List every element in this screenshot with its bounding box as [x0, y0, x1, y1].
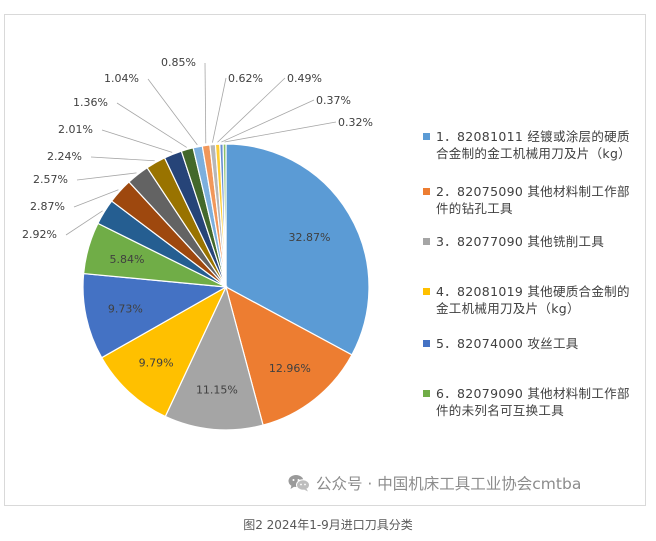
leader-line-8	[73, 189, 119, 208]
pie-slice-2	[225, 285, 353, 426]
leader-line-11	[101, 129, 173, 153]
data-label-12: 1.36%	[73, 96, 108, 109]
data-label-16: 0.49%	[287, 72, 322, 85]
data-label-10: 2.24%	[47, 150, 82, 163]
leader-line-14	[204, 62, 207, 144]
pie-slice-3	[164, 285, 264, 431]
leader-line-7	[65, 210, 103, 236]
pie-slice-1	[225, 143, 370, 356]
legend-label-4: 4．82081019 其他硬质合金制的金工机械用刀及片（kg）	[436, 284, 630, 316]
leader-line-18	[224, 121, 337, 143]
data-label-18: 0.32%	[338, 116, 373, 129]
data-label-8: 2.87%	[30, 200, 65, 213]
leader-line-10	[90, 156, 155, 162]
watermark: 公众号 · 中国机床工具工业协会cmtba	[288, 472, 581, 494]
legend-item-3: 3．82077090 其他铣削工具	[423, 233, 638, 250]
legend-swatch-5	[423, 340, 430, 347]
legend-label-5: 5．82074000 攻丝工具	[436, 336, 579, 351]
data-label-3: 11.15%	[196, 384, 238, 397]
legend-item-1: 1．82081011 经镀或涂层的硬质合金制的金工机械用刀及片（kg）	[423, 128, 638, 162]
legend-label-2: 2．82075090 其他材料制工作部件的钻孔工具	[436, 184, 630, 216]
legend-swatch-1	[423, 133, 430, 140]
data-label-17: 0.37%	[316, 94, 351, 107]
data-label-7: 2.92%	[22, 228, 57, 241]
leader-line-9	[76, 172, 137, 181]
data-label-13: 1.04%	[104, 72, 139, 85]
legend-swatch-3	[423, 238, 430, 245]
legend-label-1: 1．82081011 经镀或涂层的硬质合金制的金工机械用刀及片（kg）	[436, 129, 631, 161]
data-label-5: 9.73%	[108, 303, 143, 316]
leader-line-17	[221, 99, 315, 143]
pie-slice-18	[222, 143, 227, 288]
wechat-icon	[288, 474, 310, 492]
legend-item-4: 4．82081019 其他硬质合金制的金工机械用刀及片（kg）	[423, 283, 638, 317]
pie-slice-5	[82, 272, 228, 359]
leader-line-16	[217, 77, 286, 143]
data-label-4: 9.79%	[139, 357, 174, 370]
data-label-6: 5.84%	[110, 253, 145, 266]
data-label-9: 2.57%	[33, 173, 68, 186]
pie-slice-4	[100, 285, 228, 418]
figure-caption: 图2 2024年1-9月进口刀具分类	[243, 518, 413, 532]
data-label-1: 32.87%	[289, 231, 331, 244]
leader-line-12	[116, 102, 187, 148]
legend-label-6: 6．82079090 其他材料制工作部件的未列名可互换工具	[436, 386, 630, 418]
legend-item-5: 5．82074000 攻丝工具	[423, 335, 638, 352]
legend-swatch-6	[423, 390, 430, 397]
legend-swatch-4	[423, 288, 430, 295]
legend-swatch-2	[423, 188, 430, 195]
legend-item-2: 2．82075090 其他材料制工作部件的钻孔工具	[423, 183, 638, 217]
data-label-2: 12.96%	[269, 362, 311, 375]
data-label-15: 0.62%	[228, 72, 263, 85]
leader-line-13	[147, 78, 198, 146]
data-label-14: 0.85%	[161, 56, 196, 69]
legend-item-6: 6．82079090 其他材料制工作部件的未列名可互换工具	[423, 385, 638, 419]
leader-line-15	[212, 77, 227, 143]
legend-label-3: 3．82077090 其他铣削工具	[436, 234, 605, 249]
data-label-11: 2.01%	[58, 123, 93, 136]
watermark-text: 公众号 · 中国机床工具工业协会cmtba	[316, 475, 582, 493]
